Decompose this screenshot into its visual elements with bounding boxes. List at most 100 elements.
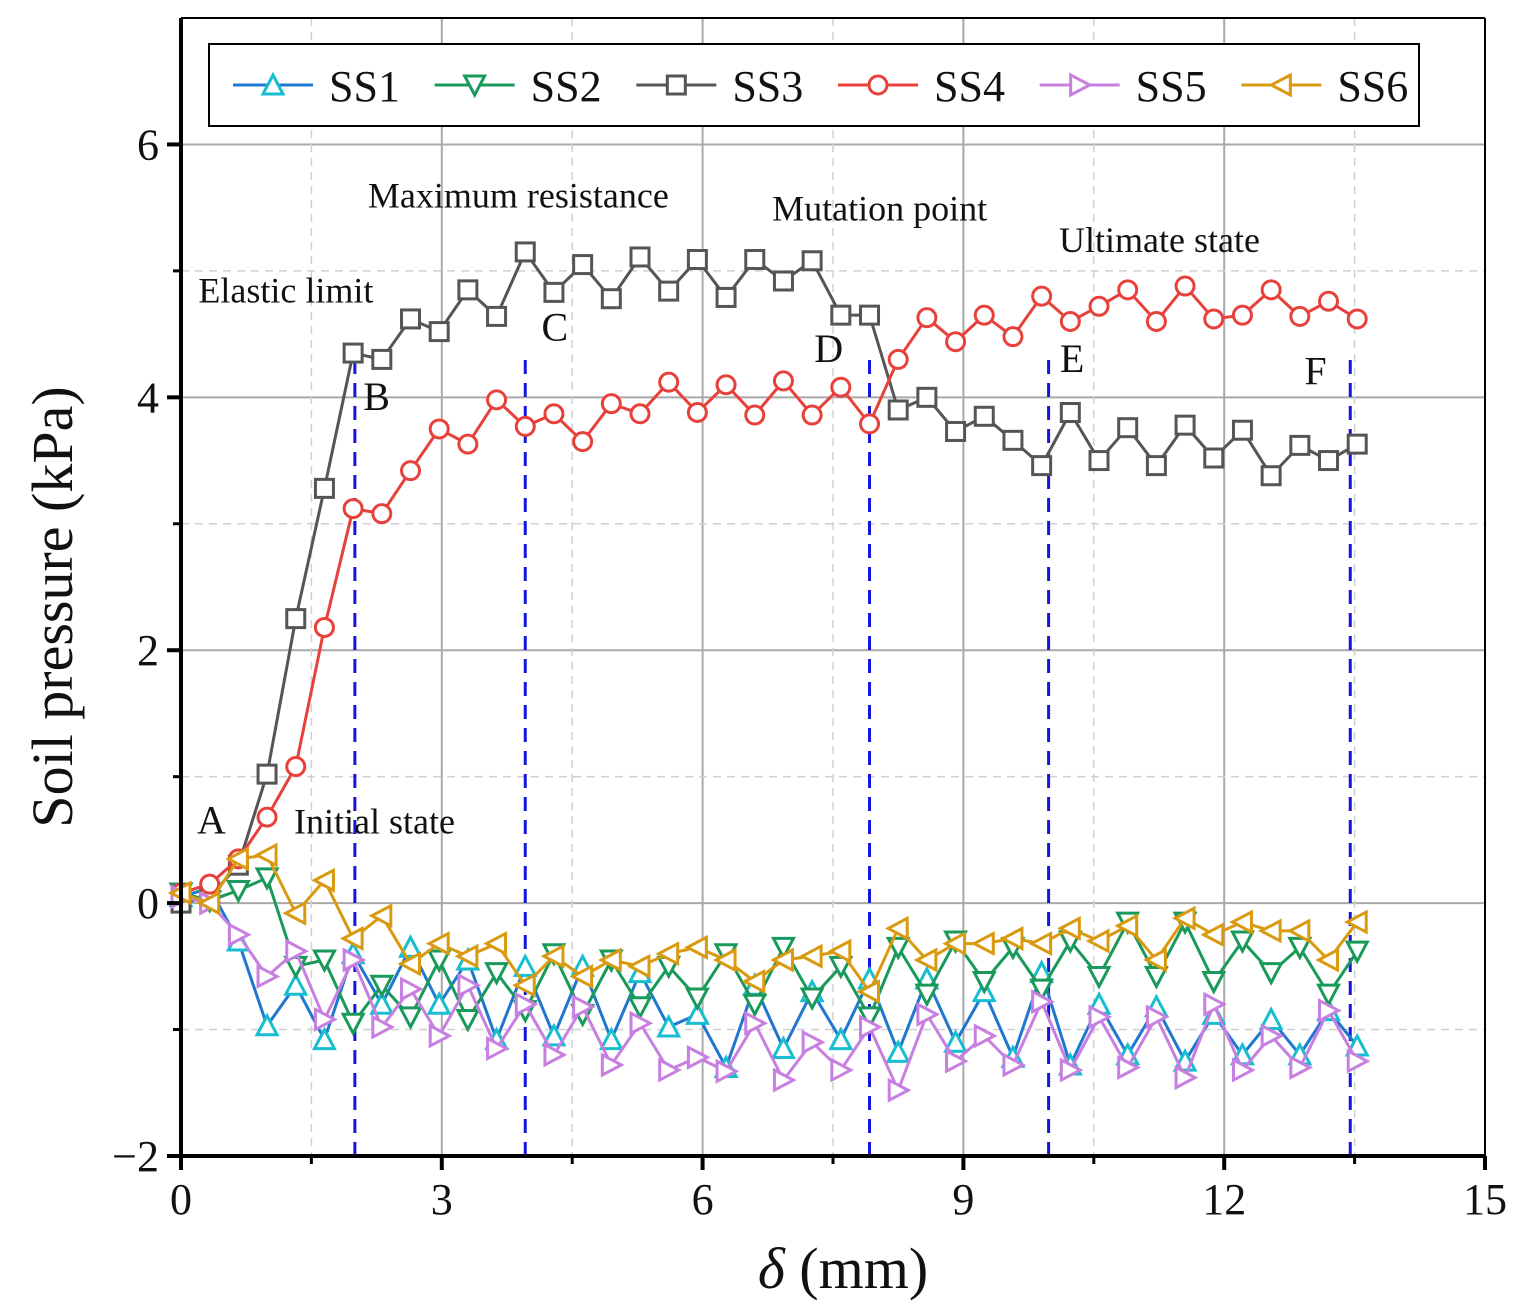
x-tick-label: 3: [431, 1175, 453, 1224]
data-point: [342, 498, 364, 520]
data-point: [1085, 928, 1110, 954]
data-point: [1260, 1023, 1285, 1049]
data-point: [254, 867, 280, 892]
data-point: [945, 331, 967, 353]
y-tick-label: 6: [137, 120, 159, 169]
data-point: [398, 934, 423, 958]
legend-item-ss6: SS6: [1241, 62, 1408, 111]
data-point: [457, 433, 479, 455]
legend-item-ss4: SS4: [838, 62, 1005, 111]
data-point: [830, 376, 852, 398]
data-point: [859, 413, 881, 435]
data-point: [1260, 279, 1282, 301]
data-point: [486, 389, 508, 411]
data-point: [1088, 450, 1110, 472]
data-point: [1258, 1006, 1284, 1030]
data-point: [514, 415, 536, 437]
data-point: [828, 1026, 854, 1051]
data-point: [543, 281, 565, 303]
data-point: [400, 460, 422, 482]
series-ss3: [170, 241, 1368, 914]
data-point: [867, 74, 889, 96]
data-point: [598, 947, 622, 973]
data-point: [1059, 1057, 1084, 1083]
data-point: [428, 321, 450, 343]
data-point: [770, 947, 794, 973]
data-point: [799, 987, 825, 1012]
data-point: [1059, 310, 1081, 332]
data-point: [798, 943, 823, 969]
data-point: [684, 987, 710, 1012]
data-point: [973, 304, 995, 326]
data-point: [1145, 1004, 1170, 1030]
data-point: [1117, 417, 1139, 439]
data-point: [770, 1035, 796, 1060]
x-axis-unit: (mm): [785, 1236, 928, 1301]
data-point: [253, 842, 278, 868]
data-point: [629, 246, 651, 268]
data-point: [772, 1067, 797, 1093]
data-point: [1231, 304, 1253, 326]
data-point: [971, 931, 995, 957]
x-axis-symbol: δ: [758, 1236, 786, 1301]
data-point: [285, 756, 307, 778]
data-point: [282, 900, 307, 926]
data-point: [254, 1012, 280, 1037]
x-tick-label: 15: [1463, 1175, 1507, 1224]
annotation-group: Elastic limit Maximum resistance Mutation …: [197, 176, 1327, 843]
data-point: [658, 371, 680, 393]
legend-label: SS6: [1337, 62, 1408, 111]
data-point: [1346, 1048, 1371, 1074]
data-point: [1117, 1055, 1141, 1080]
data-point: [600, 1052, 625, 1078]
data-point: [1286, 918, 1311, 944]
data-point: [1203, 991, 1227, 1017]
data-point: [1258, 962, 1284, 986]
data-point: [626, 953, 651, 979]
data-point: [227, 922, 252, 948]
data-point: [1203, 308, 1225, 330]
data-point: [916, 386, 938, 408]
data-point: [1057, 915, 1081, 941]
data-point: [1346, 308, 1368, 330]
data-point: [1346, 433, 1368, 455]
data-point: [543, 403, 565, 425]
data-point: [600, 393, 622, 415]
data-point: [1069, 72, 1093, 98]
data-point: [656, 1013, 682, 1038]
series-ss4: [170, 275, 1368, 904]
data-point: [1316, 983, 1342, 1008]
data-point: [684, 934, 708, 960]
data-point: [1203, 447, 1225, 469]
data-point: [342, 342, 364, 364]
point-label-f: F: [1304, 349, 1326, 394]
data-point: [772, 370, 794, 392]
data-point: [256, 806, 278, 828]
data-point: [999, 926, 1024, 952]
data-point: [913, 947, 938, 973]
data-point: [543, 1042, 568, 1068]
data-point: [801, 1029, 826, 1055]
data-point: [1117, 279, 1139, 301]
data-point: [311, 949, 337, 974]
data-point: [425, 931, 450, 957]
data-point: [572, 994, 596, 1020]
y-tick-label: 2: [137, 626, 159, 675]
data-point: [313, 616, 335, 638]
data-point: [457, 279, 479, 301]
data-point: [744, 1010, 768, 1036]
data-point: [1114, 913, 1139, 939]
data-point: [887, 348, 909, 370]
data-point: [885, 1039, 911, 1063]
data-point: [1289, 434, 1311, 456]
annotation-label: Initial state: [294, 802, 455, 842]
data-point: [371, 1014, 396, 1040]
data-point: [225, 846, 249, 872]
data-point: [1268, 72, 1292, 98]
data-point: [484, 962, 510, 986]
point-label-d: D: [814, 326, 843, 371]
data-point: [283, 972, 309, 996]
data-point: [1059, 402, 1081, 424]
